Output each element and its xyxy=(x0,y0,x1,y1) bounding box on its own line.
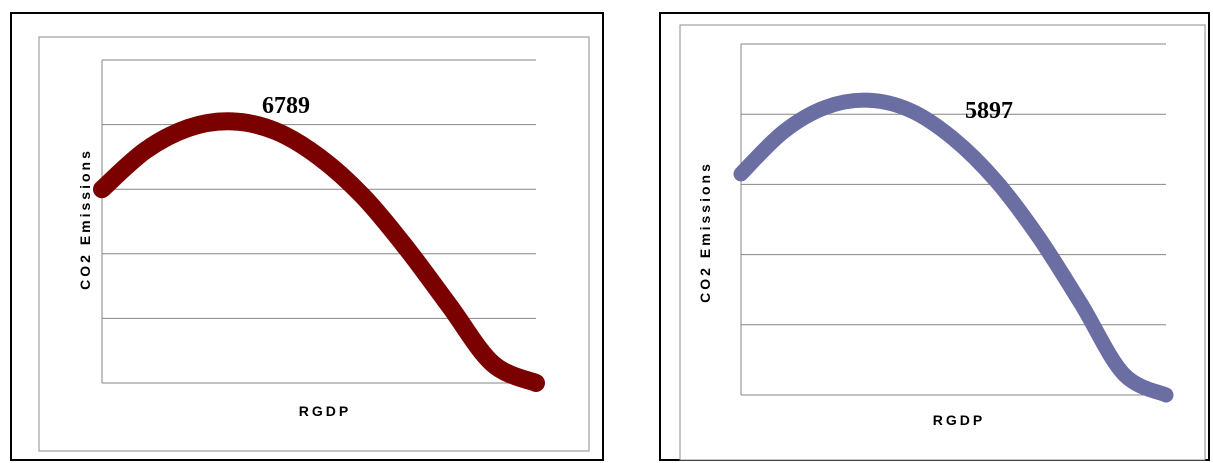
peak-data-label: 5897 xyxy=(965,98,1013,124)
chart-right-svg: RGDP CO2 Emissions 5897 xyxy=(679,24,1206,461)
y-axis-title: CO2 Emissions xyxy=(697,161,713,303)
chart-frame-right: RGDP CO2 Emissions 5897 xyxy=(659,12,1210,461)
series-line xyxy=(733,92,1174,403)
y-axis-title: CO2 Emissions xyxy=(77,148,93,290)
x-axis-title: RGDP xyxy=(933,412,985,428)
series-line xyxy=(93,112,545,392)
chart-left-svg: RGDP CO2 Emissions 6789 xyxy=(38,36,590,452)
peak-data-label: 6789 xyxy=(262,93,310,119)
chart-frame-left: RGDP CO2 Emissions 6789 xyxy=(10,12,604,461)
x-axis-title: RGDP xyxy=(299,403,351,419)
plot-area-border xyxy=(38,36,590,452)
plot-area-border xyxy=(679,24,1206,461)
